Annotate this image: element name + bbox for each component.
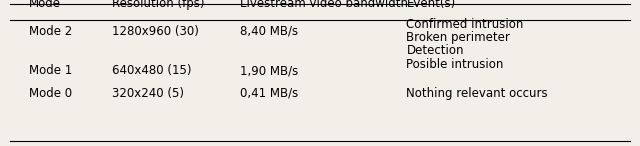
Text: Mode: Mode — [29, 0, 61, 10]
Text: 1280x960 (30): 1280x960 (30) — [112, 25, 199, 38]
Text: Event(s): Event(s) — [406, 0, 456, 10]
Text: 1,90 MB/s: 1,90 MB/s — [240, 64, 298, 77]
Text: 0,41 MB/s: 0,41 MB/s — [240, 87, 298, 100]
Text: 320x240 (5): 320x240 (5) — [112, 87, 184, 100]
Text: Mode 0: Mode 0 — [29, 87, 72, 100]
Text: Broken perimeter: Broken perimeter — [406, 31, 510, 44]
Text: Mode 2: Mode 2 — [29, 25, 72, 38]
Text: Detection: Detection — [406, 44, 464, 57]
Text: Resolution (fps): Resolution (fps) — [112, 0, 205, 10]
Text: 640x480 (15): 640x480 (15) — [112, 64, 191, 77]
Text: Confirmed intrusion: Confirmed intrusion — [406, 18, 524, 31]
Text: Livestream video bandwidth: Livestream video bandwidth — [240, 0, 408, 10]
Text: Mode 1: Mode 1 — [29, 64, 72, 77]
Text: Nothing relevant occurs: Nothing relevant occurs — [406, 87, 548, 100]
Text: Posible intrusion: Posible intrusion — [406, 58, 504, 71]
Text: 8,40 MB/s: 8,40 MB/s — [240, 25, 298, 38]
